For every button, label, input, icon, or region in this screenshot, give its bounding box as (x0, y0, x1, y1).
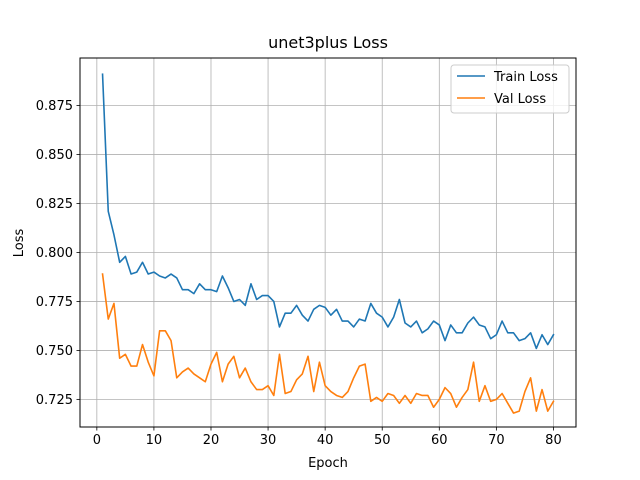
legend-label-val-loss: Val Loss (494, 92, 546, 107)
y-tick-label: 0.750 (36, 344, 73, 359)
y-tick-label: 0.825 (36, 197, 73, 212)
series-lines (101, 73, 555, 414)
series-line-train-loss (101, 73, 555, 350)
x-tick-label: 80 (545, 433, 562, 448)
x-axis: 0 10 20 30 40 50 60 70 80 (93, 427, 562, 448)
x-tick-label: 60 (431, 433, 448, 448)
x-tick-label: 70 (488, 433, 505, 448)
grid (80, 58, 576, 427)
y-axis-label: Loss (12, 229, 27, 258)
x-tick-label: 30 (260, 433, 277, 448)
x-tick-label: 50 (374, 433, 391, 448)
plot-frame (79, 57, 577, 428)
y-tick-label: 0.875 (36, 99, 73, 114)
legend-box (450, 64, 570, 114)
chart-title: unet3plus Loss (268, 33, 388, 52)
series-line-val-loss (101, 273, 555, 414)
y-axis: 0.725 0.750 0.775 0.800 0.825 0.850 0.875 (36, 99, 80, 408)
y-tick-label: 0.775 (36, 295, 73, 310)
x-tick-label: 20 (203, 433, 220, 448)
legend: Train Loss Val Loss (450, 64, 570, 114)
x-tick-label: 10 (146, 433, 163, 448)
legend-label-train-loss: Train Loss (493, 70, 558, 85)
x-tick-label: 0 (93, 433, 101, 448)
y-tick-label: 0.725 (36, 393, 73, 408)
y-tick-label: 0.850 (36, 148, 73, 163)
x-axis-label: Epoch (308, 456, 348, 471)
y-tick-label: 0.800 (36, 246, 73, 261)
x-tick-label: 40 (317, 433, 334, 448)
